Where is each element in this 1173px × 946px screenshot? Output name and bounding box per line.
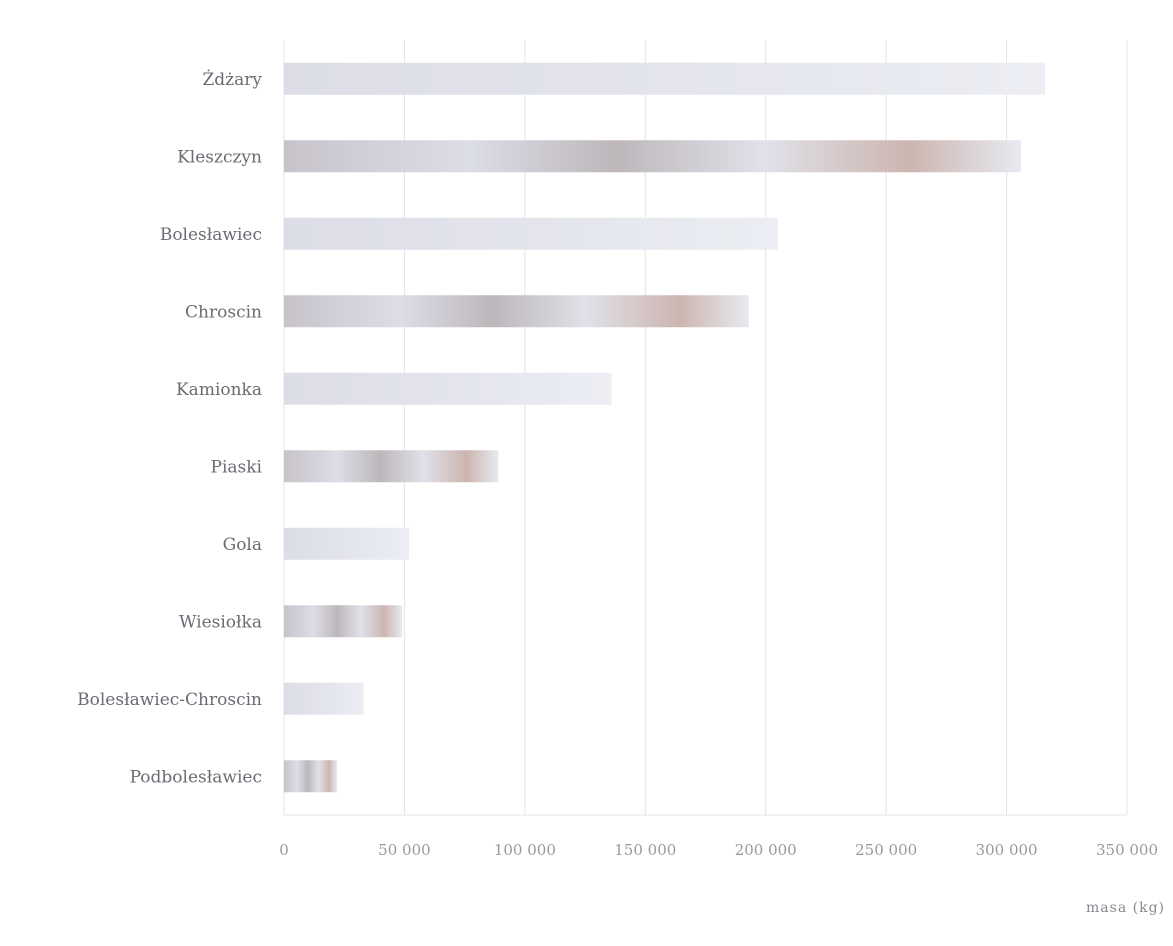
bar xyxy=(284,295,749,328)
bar xyxy=(284,760,337,793)
x-tick-label: 200 000 xyxy=(735,841,797,859)
category-label: Żdżary xyxy=(202,69,262,90)
category-label: Bolesławiec-Chroscin xyxy=(77,690,262,710)
bar xyxy=(284,605,403,638)
category-labels: Żdżary Kleszczyn Bolesławiec Chroscin Kamion… xyxy=(77,69,262,788)
category-label: Gola xyxy=(223,535,262,555)
bar xyxy=(284,682,364,715)
category-label: Kamionka xyxy=(176,380,262,400)
category-label: Wiesiołka xyxy=(179,612,262,632)
x-tick-labels: 0 50 000 100 000 150 000 200 000 250 000 300 0… xyxy=(279,841,1158,859)
category-label: Piaski xyxy=(211,457,263,477)
category-label: Chroscin xyxy=(185,302,262,322)
bar xyxy=(284,62,1046,95)
x-tick-label: 150 000 xyxy=(614,841,676,859)
x-axis-title: masa (kg) xyxy=(1086,900,1165,916)
bar xyxy=(284,217,778,250)
x-tick-label: 300 000 xyxy=(976,841,1038,859)
x-tick-label: 0 xyxy=(279,841,289,859)
bar xyxy=(284,527,410,560)
x-tick-label: 350 000 xyxy=(1096,841,1158,859)
x-tick-label: 50 000 xyxy=(378,841,431,859)
x-tick-label: 100 000 xyxy=(494,841,556,859)
bar xyxy=(284,140,1022,173)
bar xyxy=(284,450,499,483)
category-label: Bolesławiec xyxy=(160,225,262,245)
category-label: Podbolesławiec xyxy=(130,767,262,787)
bar xyxy=(284,372,612,405)
bars xyxy=(284,62,1046,793)
category-label: Kleszczyn xyxy=(177,147,262,167)
x-tick-label: 250 000 xyxy=(855,841,917,859)
